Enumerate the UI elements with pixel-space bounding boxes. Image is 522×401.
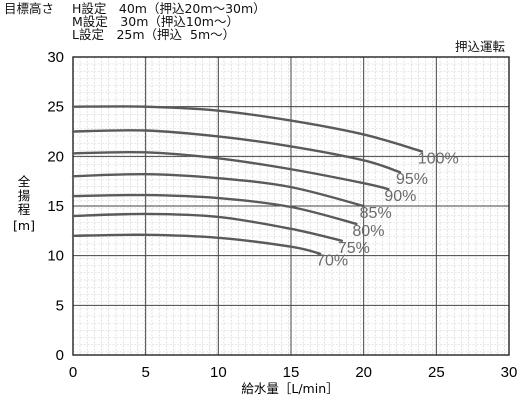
l-setting-text: L設定 25m（押込 5m～）	[72, 27, 236, 42]
curve-label-90pct: 90%	[384, 188, 416, 205]
y-axis-label-char-3: 程	[18, 202, 31, 217]
performance-curves	[71, 105, 423, 255]
plot-border	[72, 56, 510, 356]
mode-label: 押込運転	[455, 39, 506, 54]
curve-label-85pct: 85%	[360, 205, 392, 222]
m-setting-text: M設定 30m（押込10m～）	[72, 14, 239, 29]
curve-80pct	[71, 193, 358, 226]
x-tick-label: 30	[501, 364, 518, 381]
x-tick-label: 10	[210, 364, 227, 381]
curve-100pct	[71, 105, 423, 153]
y-tick-label: 30	[47, 49, 64, 66]
curve-95pct	[71, 129, 402, 174]
curve-90pct	[71, 150, 390, 191]
curve-label-80pct: 80%	[352, 223, 384, 240]
x-tick-labels: 0 5 10 15 20 25 30	[69, 364, 518, 381]
target-head-label: 目標高さ	[4, 1, 55, 16]
curve-85pct	[71, 172, 365, 208]
x-tick-label: 20	[355, 364, 372, 381]
curve-label-70pct: 70%	[316, 253, 348, 270]
y-tick-label: 15	[47, 198, 64, 215]
curve-70pct	[71, 233, 322, 255]
x-tick-label: 25	[428, 364, 445, 381]
curve-label-100pct: 100%	[418, 150, 459, 167]
y-tick-label: 25	[47, 99, 64, 116]
h-setting-text: H設定 40m（押込20m～30m）	[72, 1, 266, 16]
y-tick-label: 5	[56, 297, 64, 314]
percentage-labels: 100% 95%90%85%80%75%70%	[316, 150, 459, 269]
x-tick-label: 5	[141, 364, 149, 381]
x-tick-label: 0	[69, 364, 77, 381]
curve-label-95pct: 95%	[396, 171, 428, 188]
y-tick-label: 10	[47, 248, 64, 265]
y-tick-label: 20	[47, 148, 64, 165]
curve-75pct	[71, 212, 344, 242]
y-tick-label: 0	[56, 347, 64, 364]
curve-label-75pct: 75%	[338, 240, 370, 257]
y-tick-labels: 0 5 10 15 20 25 30	[47, 49, 64, 364]
x-tick-label: 15	[283, 364, 300, 381]
x-axis-label: 給水量［L/min］	[241, 381, 338, 396]
y-axis-unit: [m]	[13, 218, 35, 233]
y-axis-label-char-1: 全	[18, 174, 31, 189]
y-axis-label-char-2: 揚	[18, 188, 31, 203]
